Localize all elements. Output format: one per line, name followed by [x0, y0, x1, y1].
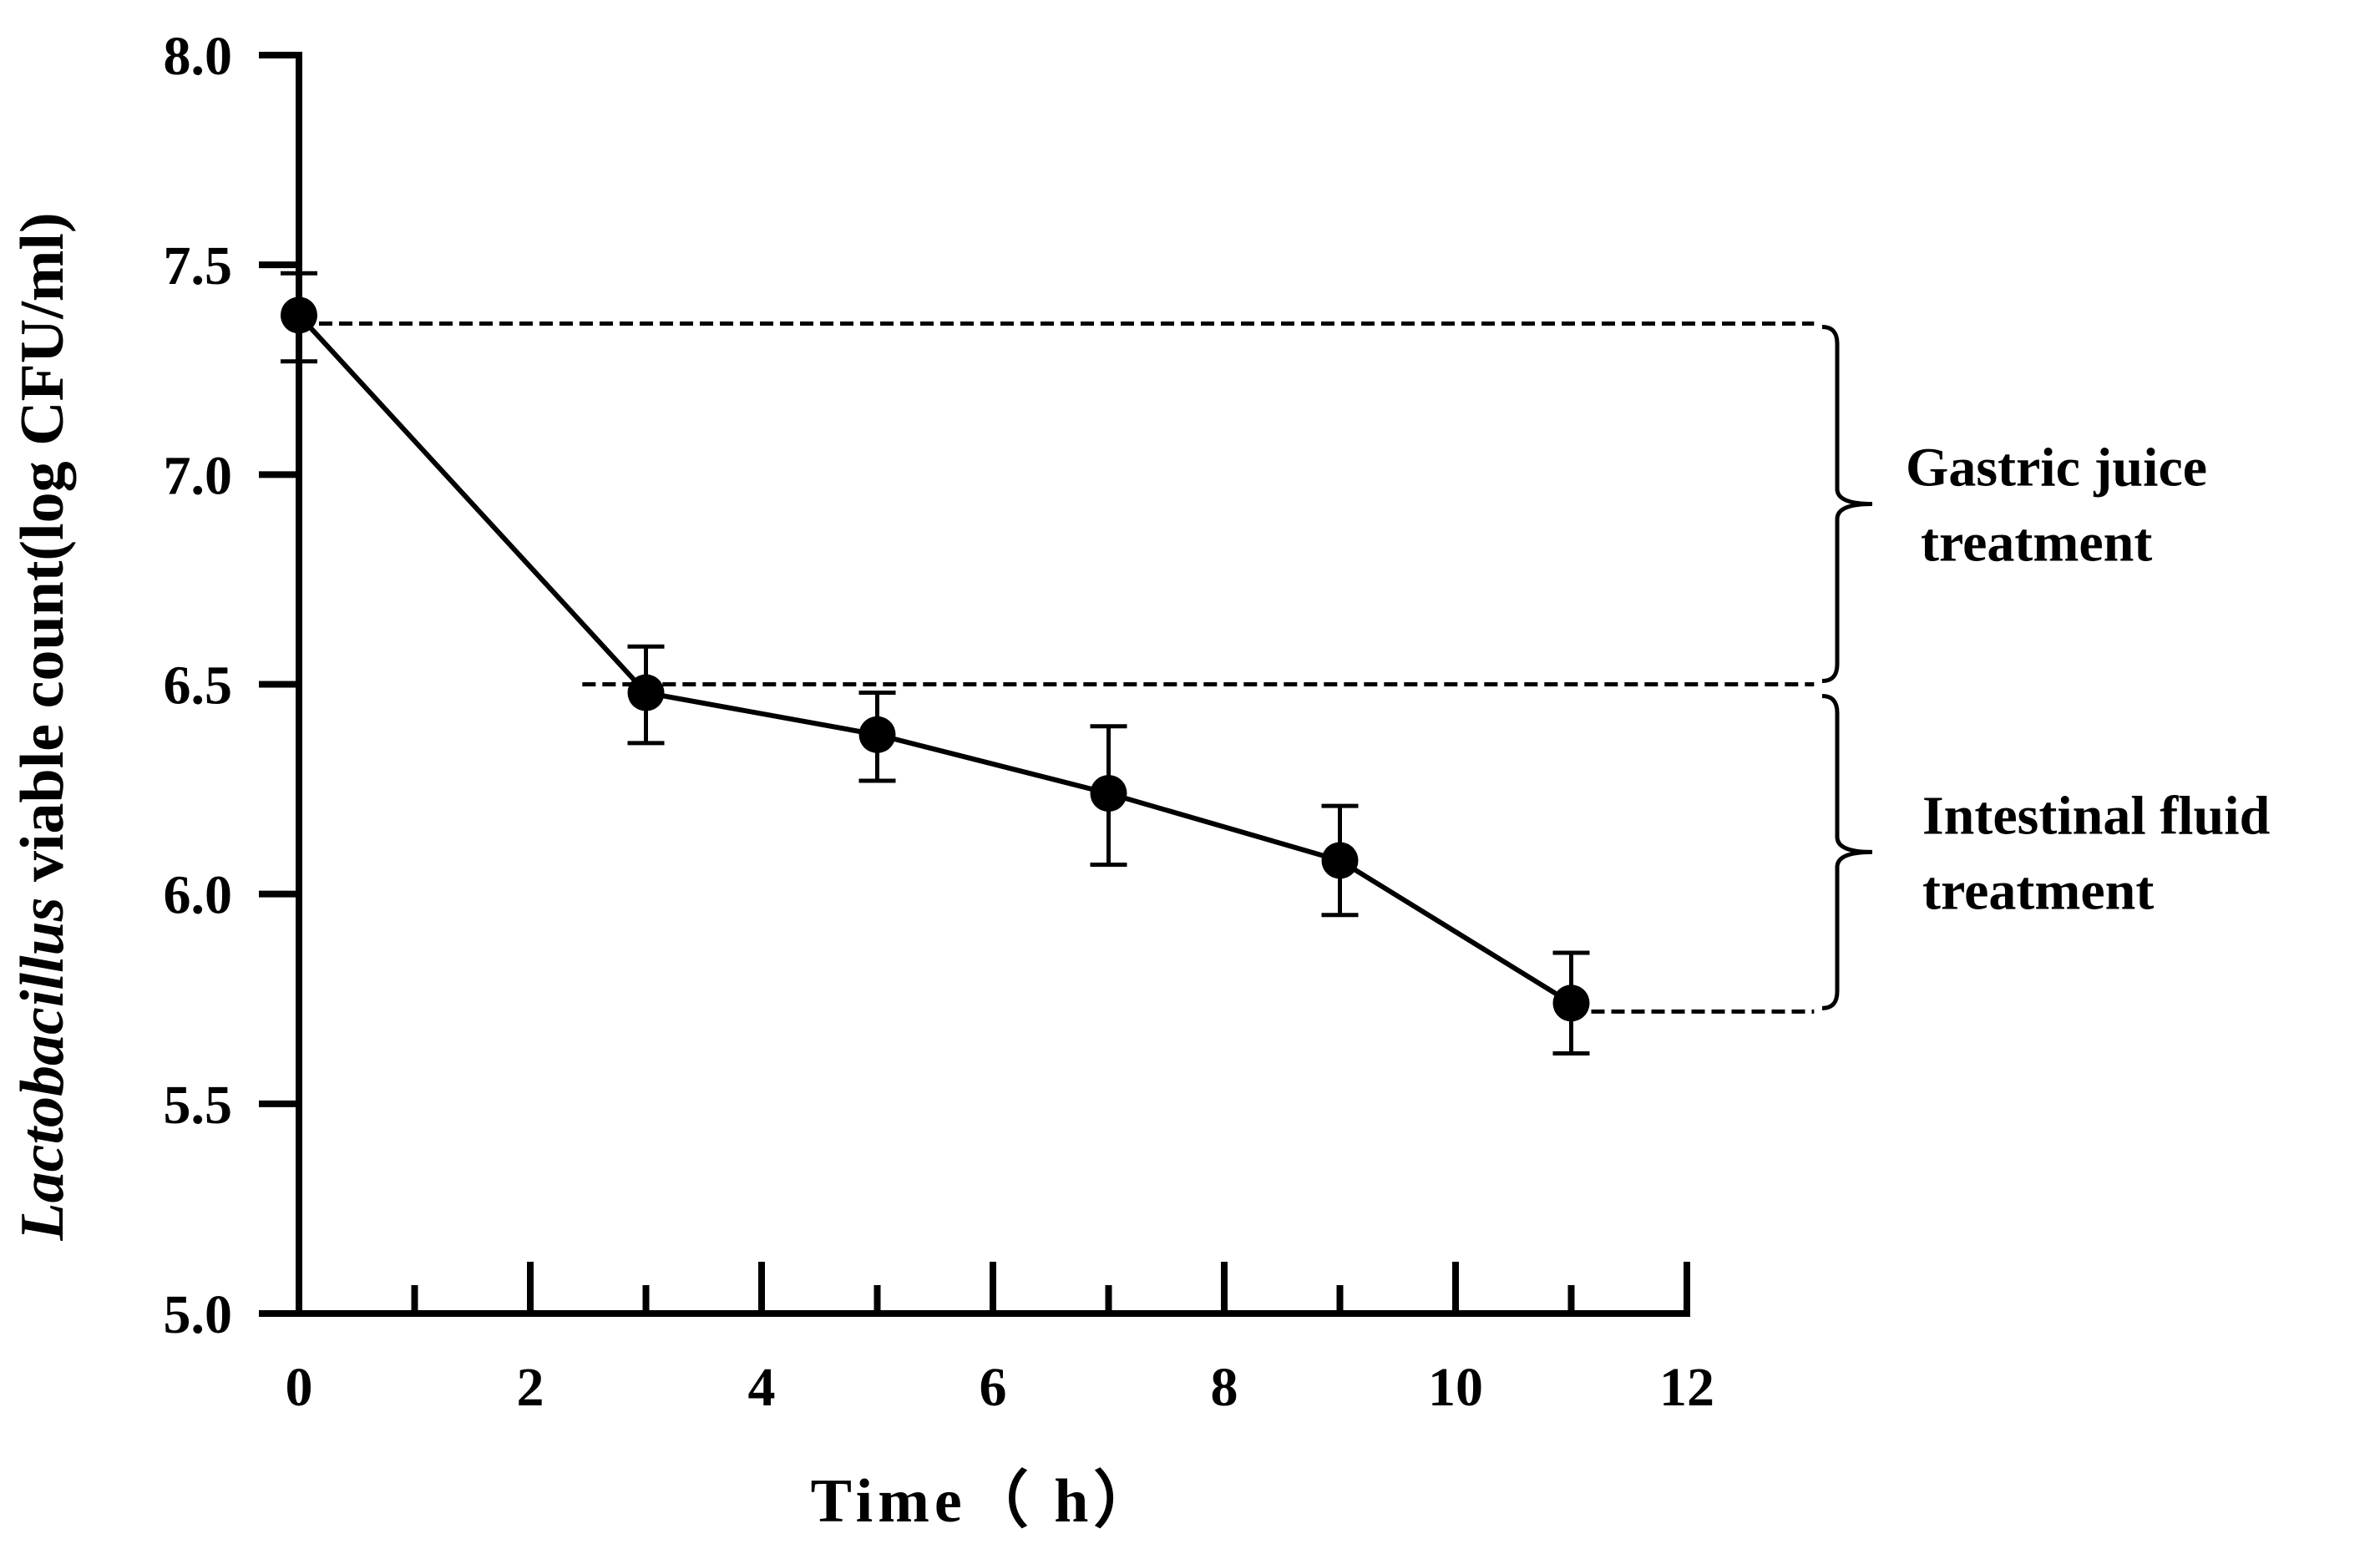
data-point: [1090, 775, 1127, 812]
data-series: [281, 271, 1590, 1056]
curly-brace: [1821, 694, 1873, 1010]
data-point: [281, 296, 317, 334]
series-line: [296, 313, 1573, 1005]
x-tick-label: 4: [748, 1357, 776, 1418]
x-tick-label: 0: [286, 1357, 313, 1418]
curly-brace: [1821, 324, 1873, 683]
y-axis-title-rest: viable count(log CFU/ml): [8, 212, 77, 897]
axes: 5.0 5.5 6.0 6.5 7.0 7.5 8.0 0 2 4 6 8 10 12: [164, 26, 1715, 1418]
data-point: [1552, 985, 1590, 1022]
y-tick-label: 7.5: [164, 235, 233, 296]
y-tick-label: 5.0: [164, 1284, 233, 1345]
data-point: [858, 716, 896, 753]
x-tick-label: 10: [1428, 1357, 1483, 1418]
y-axis-title-italic: Lactobacillus: [8, 898, 77, 1242]
y-axis-title: Lactobacillus viable count(log CFU/ml): [8, 212, 77, 1241]
data-point: [627, 674, 665, 711]
y-tick-label: 7.0: [164, 445, 233, 506]
annotations: Gastric juice treatment Intestinal fluid tr…: [1821, 324, 2270, 1010]
y-tick-label: 6.0: [164, 865, 233, 926]
y-tick-label: 8.0: [164, 26, 233, 87]
x-tick-label: 8: [1211, 1357, 1238, 1418]
x-tick-label: 2: [517, 1357, 544, 1418]
annotation-gastric-line: Gastric juice: [1906, 437, 2207, 498]
x-tick-label: 12: [1659, 1357, 1714, 1418]
y-tick-label: 6.5: [164, 656, 233, 716]
annotation-intestinal-line: treatment: [1922, 860, 2154, 921]
annotation-intestinal-line: Intestinal fluid: [1922, 785, 2270, 846]
x-tick-label: 6: [980, 1357, 1007, 1418]
y-tick-label: 5.5: [164, 1075, 233, 1136]
data-point: [1321, 842, 1359, 879]
x-axis-title: Time（ h）: [811, 1467, 1161, 1536]
reference-lines: [299, 321, 1815, 1014]
annotation-gastric-line: treatment: [1921, 512, 2152, 573]
